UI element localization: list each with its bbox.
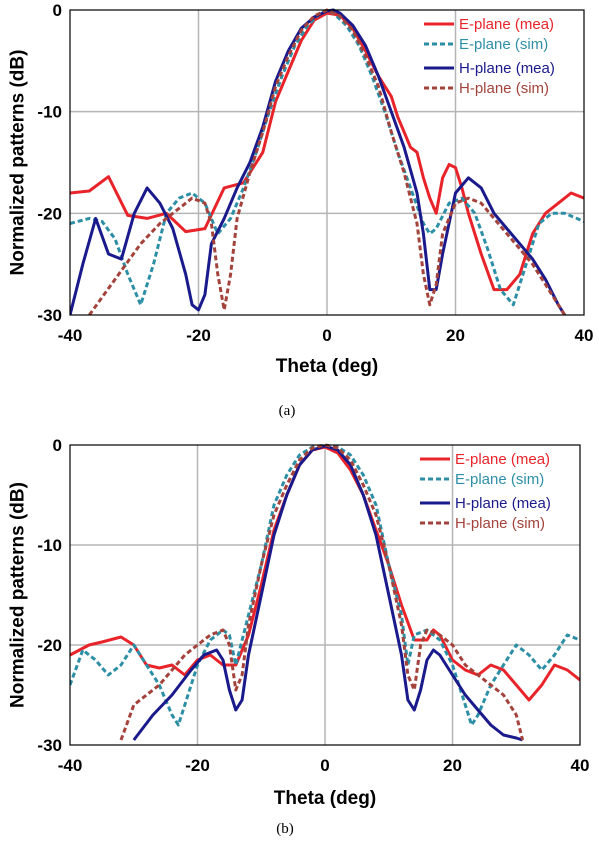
panel-a: -40 -20 0 20 40 0 -10 -20 -30 Theta (deg) Normaliz… <box>8 1 594 419</box>
legend-entry: E-plane (sim) <box>455 471 544 488</box>
x-tick-label: -20 <box>186 326 211 345</box>
x-tick-label: -40 <box>58 326 83 345</box>
x-tick-label: 0 <box>322 326 331 345</box>
x-tick-label: 20 <box>446 326 465 345</box>
panel-b: -40 -20 0 20 40 0 -10 -20 -30 Theta (deg) Normaliz… <box>8 436 590 837</box>
y-axis-label: Normalized patterns (dB) <box>8 482 29 708</box>
x-tick-label: 20 <box>443 756 462 775</box>
series-group <box>70 443 580 742</box>
x-tick-label: 40 <box>575 326 594 345</box>
y-tick-label: -20 <box>37 204 62 223</box>
legend-entry: E-plane (sim) <box>459 36 548 53</box>
series-line-h-plane-sim <box>119 443 525 741</box>
figure-caption: (b) <box>276 821 294 837</box>
x-tick-label: -40 <box>58 756 83 775</box>
legend-entry: E-plane (mea) <box>455 451 550 468</box>
x-axis-label: Theta (deg) <box>276 356 378 377</box>
plot-frame <box>69 9 585 316</box>
x-tick-label: 0 <box>320 756 329 775</box>
series-line-e-plane-mea <box>70 11 584 292</box>
legend-entry: H-plane (mea) <box>455 495 551 512</box>
x-tick-label: 40 <box>571 756 590 775</box>
series-line-e-plane-mea <box>70 445 580 702</box>
plot-frame <box>69 444 581 746</box>
series-line-h-plane-mea <box>132 444 524 742</box>
y-tick-label: -30 <box>37 306 62 325</box>
y-tick-label: -30 <box>37 736 62 755</box>
y-tick-label: -10 <box>37 103 62 122</box>
y-tick-label: 0 <box>53 1 62 20</box>
legend-entry: E-plane (mea) <box>459 16 554 33</box>
x-axis-label: Theta (deg) <box>274 788 376 809</box>
y-tick-label: -20 <box>37 636 62 655</box>
series-line-e-plane-sim <box>70 443 580 727</box>
legend-entry: H-plane (sim) <box>459 80 549 97</box>
series-line-h-plane-mea <box>70 8 566 315</box>
x-tick-label: -20 <box>185 756 210 775</box>
legend-entry: H-plane (mea) <box>459 60 555 77</box>
y-axis-label: Normalized patterns (dB) <box>8 50 29 276</box>
series-line-h-plane-sim <box>88 8 566 315</box>
figure-caption: (a) <box>279 403 296 419</box>
series-group <box>70 8 584 315</box>
y-tick-label: 0 <box>53 436 62 455</box>
legend-entry: H-plane (sim) <box>455 515 545 532</box>
y-tick-label: -10 <box>37 536 62 555</box>
